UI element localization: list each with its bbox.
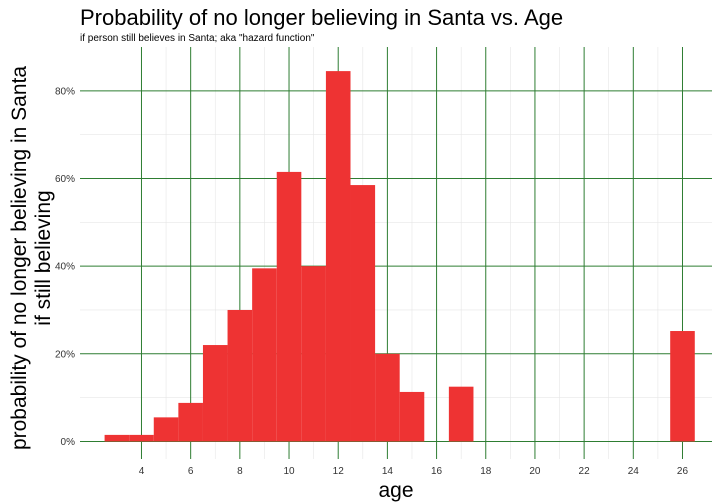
bars [104,71,695,442]
x-tick-label: 4 [139,466,145,477]
y-tick-label: 60% [55,174,75,185]
bar-age-15 [399,391,425,442]
bar-age-26 [670,331,695,442]
y-axis-title-line-1: probability of no longer believing in Sa… [8,66,31,450]
bar-age-7 [202,345,228,442]
bar-age-17 [448,386,474,442]
y-tick-label: 20% [55,349,75,360]
chart-subtitle: if person still believes in Santa; aka "… [80,33,315,44]
y-tick-label: 40% [55,262,75,273]
bar-age-11 [301,266,326,442]
x-tick-label: 10 [283,466,295,477]
bar-age-3 [104,434,130,442]
x-tick-label: 24 [628,466,640,477]
bar-age-12 [325,71,351,442]
y-axis-ticks: 0% 20% 40% 60% 80% [55,86,75,448]
x-tick-label: 20 [529,466,541,477]
bar-age-10 [276,171,302,442]
x-tick-label: 14 [382,466,394,477]
y-axis-title-line-2: if still believing [32,190,55,325]
bar-age-6 [178,402,203,442]
x-tick-label: 6 [188,466,194,477]
bar-age-13 [350,185,376,442]
bar-age-14 [375,353,400,442]
bar-age-8 [227,309,253,442]
bar-age-9 [252,268,277,442]
bar-age-4 [129,434,154,442]
bar-age-5 [153,417,179,442]
x-tick-label: 22 [579,466,591,477]
y-tick-label: 0% [61,437,76,448]
x-tick-label: 16 [431,466,443,477]
x-axis-ticks: 4 6 8 10 12 14 16 18 20 22 24 26 [139,466,689,477]
chart-title: Probability of no longer believing in Sa… [80,5,564,30]
x-tick-label: 26 [677,466,689,477]
x-tick-label: 8 [237,466,243,477]
x-axis-title: age [378,479,413,502]
y-tick-label: 80% [55,86,75,97]
x-tick-label: 12 [333,466,345,477]
x-tick-label: 18 [480,466,492,477]
